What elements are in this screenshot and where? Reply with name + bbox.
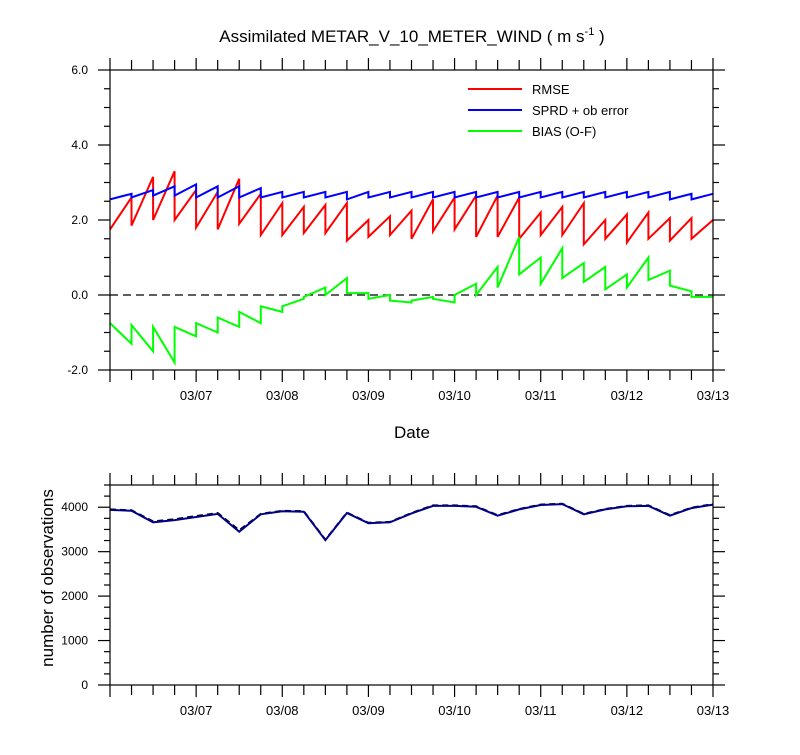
bottom-x-tick-label: 03/12 xyxy=(611,703,644,718)
bottom-x-tick-label: 03/13 xyxy=(697,703,730,718)
top-x-tick-label: 03/09 xyxy=(352,388,385,403)
bottom-y-tick-label: 4000 xyxy=(61,500,88,514)
bottom-plot-frame xyxy=(109,484,714,686)
bottom-x-tick-label: 03/10 xyxy=(438,703,471,718)
top-series-bias-o-f xyxy=(109,236,713,367)
top-y-tick-label: -2.0 xyxy=(67,363,88,377)
x-axis-label: Date xyxy=(394,423,430,442)
top-x-tick-label: 03/10 xyxy=(438,388,471,403)
chart-title-superscript: -1 xyxy=(585,26,595,38)
top-series-sprd-ob-error xyxy=(109,182,714,201)
bottom-series-group xyxy=(109,502,714,542)
bottom-tick-labels: 03/07 03/08 03/09 03/10 03/11 03/12 03/13 4000 3… xyxy=(61,500,729,718)
legend-label-rmse: RMSE xyxy=(532,82,570,97)
top-x-tick-label: 03/12 xyxy=(611,388,644,403)
top-plot-frame xyxy=(109,69,714,371)
top-x-tick-label: 03/13 xyxy=(697,388,730,403)
legend-label-sprd: SPRD + ob error xyxy=(532,103,629,118)
bottom-y-tick-label: 3000 xyxy=(61,545,88,559)
top-series-rmse xyxy=(109,170,714,248)
top-y-tick-label: 6.0 xyxy=(71,63,88,77)
bottom-y-tick-label: 1000 xyxy=(61,634,88,648)
legend-label-bias: BIAS (O-F) xyxy=(532,124,596,139)
chart-title-suffix: ) xyxy=(594,27,604,46)
top-x-tick-label: 03/08 xyxy=(266,388,299,403)
top-y-tick-label: 2.0 xyxy=(71,213,88,227)
bottom-axis-ticks xyxy=(98,473,725,697)
top-x-tick-label: 03/11 xyxy=(525,388,557,403)
top-series-group xyxy=(109,170,714,367)
top-axis-ticks xyxy=(98,58,725,382)
bottom-series-possible xyxy=(109,502,714,542)
chart-title: Assimilated METAR_V_10_METER_WIND ( m s-… xyxy=(219,26,604,46)
chart-title-main: Assimilated METAR_V_10_METER_WIND ( m s xyxy=(219,27,584,46)
top-x-tick-label: 03/07 xyxy=(180,388,213,403)
bottom-series-assimilated xyxy=(109,503,714,542)
bottom-y-tick-label: 2000 xyxy=(61,589,88,603)
bottom-x-tick-label: 03/09 xyxy=(352,703,385,718)
bottom-x-tick-label: 03/11 xyxy=(525,703,557,718)
bottom-x-tick-label: 03/07 xyxy=(180,703,213,718)
top-y-tick-label: 4.0 xyxy=(71,138,88,152)
top-tick-labels: 03/07 03/08 03/09 03/10 03/11 03/12 03/13 6.0 4.… xyxy=(67,63,729,403)
y-axis-label-observations: number of observations xyxy=(38,489,57,667)
bottom-y-tick-label: 0 xyxy=(81,678,88,692)
bottom-x-tick-label: 03/08 xyxy=(266,703,299,718)
legend: RMSE SPRD + ob error BIAS (O-F) xyxy=(468,82,629,139)
top-y-tick-label: 0.0 xyxy=(71,288,88,302)
